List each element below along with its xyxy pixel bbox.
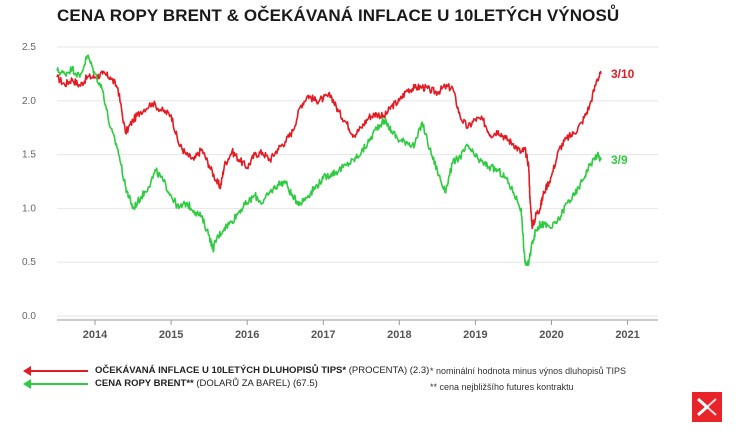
legend-inflation-units: (PROCENTA) (2.3): [346, 365, 430, 376]
xstation-logo-icon: [692, 392, 722, 422]
y-tick-label: 2.0: [22, 96, 36, 107]
x-tick-label: 2017: [311, 329, 335, 341]
legend-item-inflation: OČEKÁVANÁ INFLACE U 10LETÝCH DLUHOPISŮ T…: [95, 365, 429, 376]
series-line: [56, 70, 602, 230]
legend-item-brent: CENA ROPY BRENT** (DOLARŮ ZA BAREL) (67.…: [95, 378, 318, 389]
x-tick-label: 2018: [387, 329, 411, 341]
legend-brent-units: (DOLARŮ ZA BAREL) (67.5): [193, 378, 318, 389]
y-axis-ticks: 0.0 0.5 1.0 1.5 2.0 2.5: [22, 42, 36, 322]
legend-markers: [23, 366, 88, 389]
y-tick-label: 1.0: [22, 203, 36, 214]
footnote-tips: * nominální hodnota minus výnos dluhopis…: [430, 366, 626, 376]
y-tick-label: 2.5: [22, 42, 36, 53]
y-tick-label: 0.0: [22, 311, 36, 322]
y-tick-label: 1.5: [22, 150, 36, 161]
legend-brent-title: CENA ROPY BRENT**: [95, 378, 194, 389]
footnote-futures: ** cena nejbližšího futures kontraktu: [430, 382, 574, 392]
end-labels: 3/10 3/9: [611, 67, 635, 167]
series-line: [56, 54, 602, 267]
x-axis: 2014 2015 2016 2017 2018 2019 2020 2021: [57, 319, 658, 341]
series-lines: [56, 54, 602, 267]
x-tick-label: 2015: [159, 329, 183, 341]
legend-arrow: [23, 379, 31, 389]
series-end-label: 3/9: [611, 153, 628, 167]
legend-inflation-title: OČEKÁVANÁ INFLACE U 10LETÝCH DLUHOPISŮ T…: [95, 365, 347, 376]
chart-title: CENA ROPY BRENT & OČEKÁVANÁ INFLACE U 10…: [57, 6, 620, 25]
legend-arrow: [23, 366, 31, 376]
y-tick-label: 0.5: [22, 257, 36, 268]
series-end-label: 3/10: [611, 67, 635, 81]
x-tick-label: 2016: [235, 329, 259, 341]
x-tick-label: 2020: [539, 329, 563, 341]
gridlines: [57, 46, 658, 317]
x-tick-label: 2021: [615, 329, 639, 341]
x-tick-label: 2019: [463, 329, 487, 341]
x-tick-label: 2014: [83, 329, 108, 341]
